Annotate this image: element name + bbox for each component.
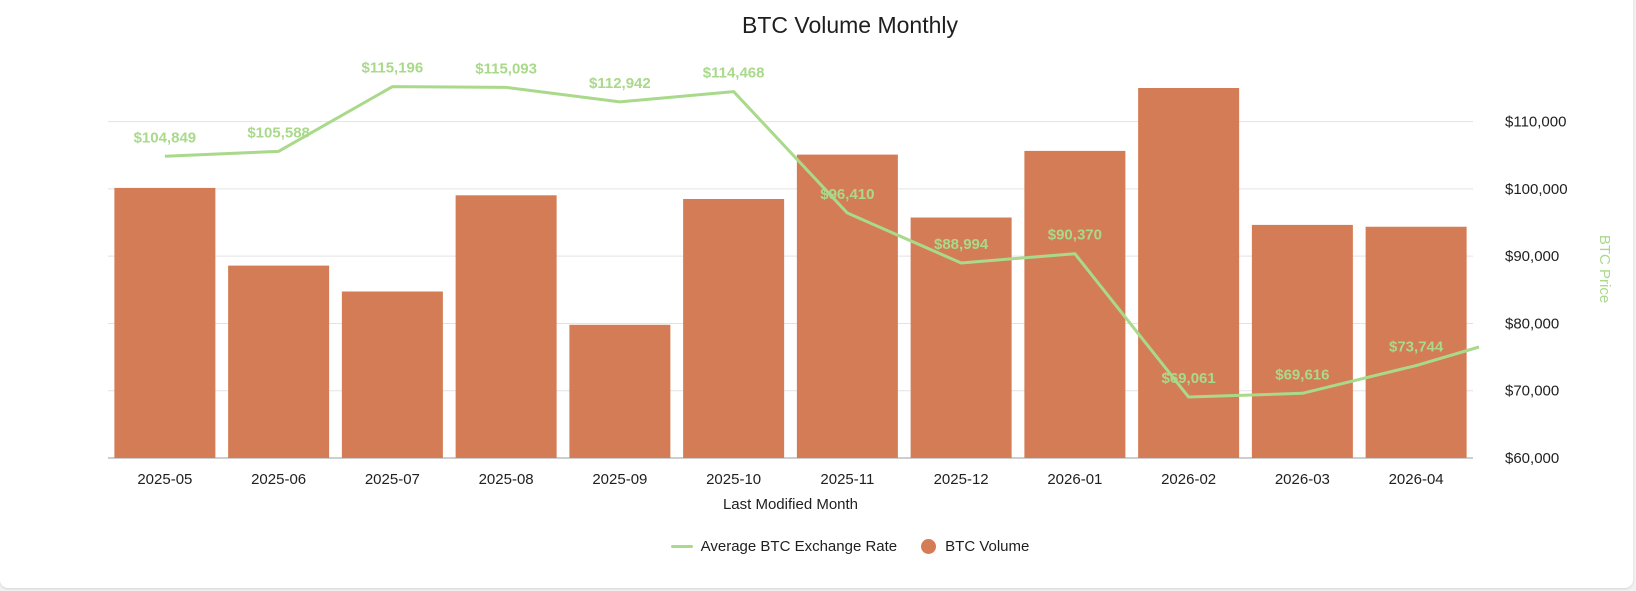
x-tick-label: 2025-11: [820, 471, 874, 488]
y-tick-label: $80,000: [1505, 315, 1559, 332]
chart-title: BTC Volume Monthly: [741, 12, 959, 38]
x-tick-label: 2025-10: [706, 471, 761, 488]
y-tick-label: $60,000: [1505, 450, 1559, 467]
x-axis: 2025-05 2025-06 2025-07 2025-08 2025-09 2025-…: [137, 471, 1443, 513]
point-labels: $104,849 $105,588 $115,196 $115,093 $112,942…: [134, 60, 1444, 387]
y-tick-label: $100,000: [1505, 181, 1568, 198]
legend: Average BTC Exchange Rate BTC Volume: [0, 538, 1636, 555]
data-label-2025-10: $114,468: [703, 65, 765, 82]
x-tick-label: 2026-01: [1047, 471, 1102, 488]
data-label-2026-04: $73,744: [1389, 339, 1444, 356]
x-tick-label: 2025-06: [251, 471, 306, 488]
data-label-2025-07: $115,196: [362, 60, 424, 77]
bar-2026-02[interactable]: [1138, 88, 1240, 458]
bar-2025-07[interactable]: [341, 291, 443, 459]
bar-2025-08[interactable]: [455, 195, 557, 459]
dot-swatch-icon: [921, 539, 937, 554]
y-axis-title: BTC Price: [1596, 235, 1613, 303]
data-label-2025-06: $105,588: [247, 124, 310, 141]
bar-2025-12[interactable]: [910, 217, 1012, 459]
y-tick-label: $110,000: [1505, 114, 1566, 131]
x-axis-title: Last Modified Month: [723, 496, 858, 513]
line-swatch-icon: [670, 545, 693, 548]
data-label-2025-08: $115,093: [475, 60, 537, 77]
exchange-rate-line[interactable]: [164, 85, 1480, 399]
data-label-2025-09: $112,942: [589, 75, 651, 92]
chart-plot: $104,849 $105,588 $115,196 $115,093 $112,942…: [108, 60, 1613, 513]
x-tick-label: 2025-09: [592, 471, 647, 488]
data-label-2026-03: $69,616: [1275, 366, 1329, 383]
line-series: [164, 85, 1480, 399]
x-tick-label: 2025-07: [365, 471, 420, 488]
bar-2025-09[interactable]: [569, 324, 671, 458]
x-tick-label: 2026-03: [1275, 471, 1330, 488]
gridlines: [108, 121, 1473, 459]
x-tick-label: 2025-05: [137, 471, 192, 488]
legend-item-exchange-rate[interactable]: Average BTC Exchange Rate: [670, 538, 898, 555]
bar-2026-04[interactable]: [1365, 226, 1467, 458]
x-tick-label: 2025-12: [934, 471, 989, 488]
y-tick-label: $70,000: [1505, 383, 1559, 400]
data-label-2026-02: $69,061: [1162, 370, 1216, 387]
bar-2025-05[interactable]: [114, 187, 216, 458]
bar-2025-11[interactable]: [796, 154, 898, 458]
data-label-2026-01: $90,370: [1048, 227, 1102, 244]
bar-2025-10[interactable]: [683, 199, 785, 458]
data-label-2025-11: $96,410: [820, 186, 874, 203]
data-label-2025-05: $104,849: [134, 129, 197, 146]
bar-2025-06[interactable]: [228, 265, 330, 458]
legend-item-volume[interactable]: BTC Volume: [921, 538, 1029, 555]
bar-2026-03[interactable]: [1251, 224, 1353, 458]
y-axis-right: $60,000 $70,000 $80,000 $90,000 $100,000 $110…: [1505, 114, 1613, 467]
legend-label-volume: BTC Volume: [945, 538, 1030, 555]
bar-2026-01[interactable]: [1024, 150, 1126, 458]
x-tick-label: 2026-04: [1389, 471, 1444, 488]
bar-series: [114, 88, 1467, 459]
legend-label-exchange-rate: Average BTC Exchange Rate: [700, 538, 898, 555]
data-label-2025-12: $88,994: [934, 236, 989, 253]
x-tick-label: 2025-08: [479, 471, 534, 488]
x-tick-label: 2026-02: [1161, 471, 1216, 488]
y-tick-label: $90,000: [1505, 248, 1559, 265]
